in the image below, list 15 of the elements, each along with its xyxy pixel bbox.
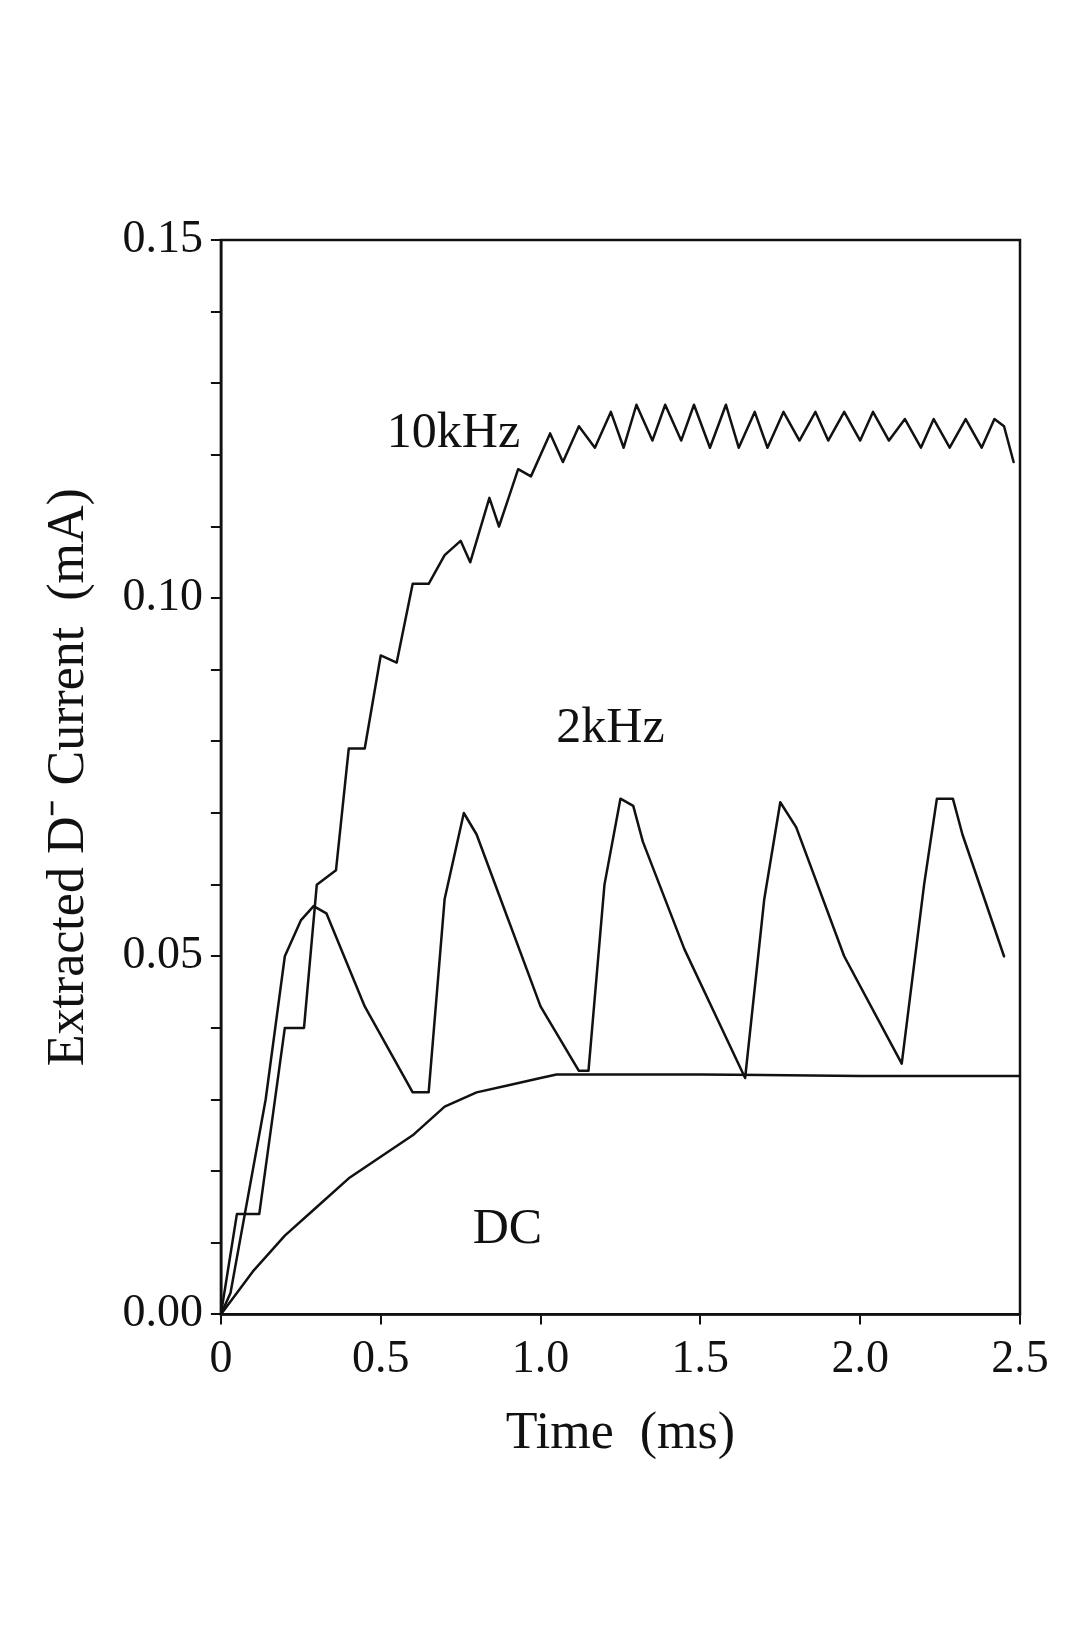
series-label: 2kHz <box>556 696 665 753</box>
x-tick-label: 1.5 <box>671 1331 730 1383</box>
y-tick-label: 0.10 <box>122 569 203 621</box>
y-axis-title: Extracted D⁻ Current (mA) <box>36 488 95 1067</box>
x-axis-title: Time (ms) <box>505 1402 736 1461</box>
y-tick-label: 0.00 <box>122 1285 203 1337</box>
x-tick-label: 1.0 <box>511 1331 570 1383</box>
y-tick-label: 0.05 <box>122 927 203 979</box>
x-tick-label: 0.5 <box>351 1331 410 1383</box>
series-label: DC <box>472 1198 543 1255</box>
x-tick-label: 2.5 <box>991 1331 1049 1383</box>
y-tick-label: 0.15 <box>122 211 203 263</box>
x-tick-label: 0 <box>209 1331 233 1383</box>
x-tick-label: 2.0 <box>831 1331 889 1383</box>
series-label: 10kHz <box>386 401 521 458</box>
